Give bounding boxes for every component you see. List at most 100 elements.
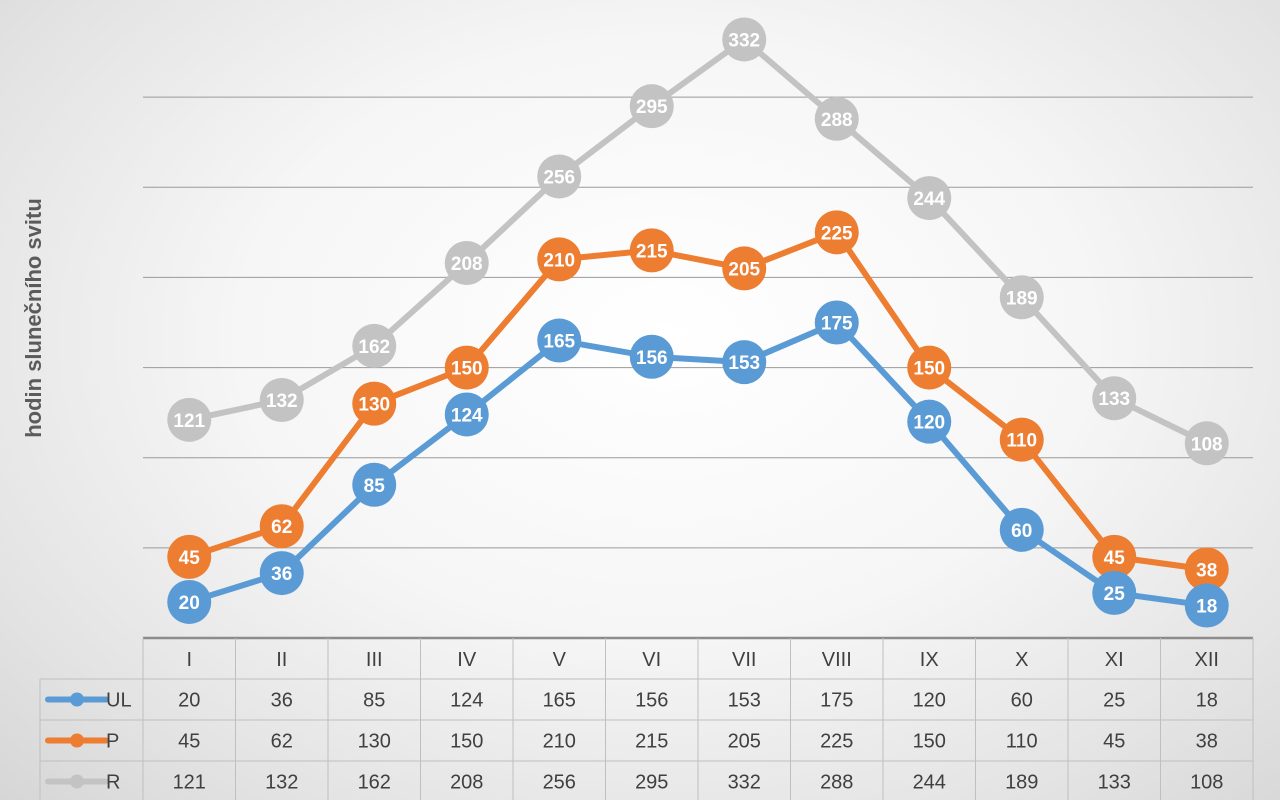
data-point-ul: 36 <box>259 551 304 596</box>
category-label: VI <box>642 649 661 671</box>
data-label: 25 <box>1104 584 1126 605</box>
point-marker <box>537 318 582 363</box>
table-cell: 288 <box>820 772 853 794</box>
data-point-ul: 60 <box>999 507 1044 552</box>
data-label: 36 <box>271 564 292 585</box>
table-cell: 175 <box>820 690 853 712</box>
data-point-p: 205 <box>722 246 767 291</box>
table-cell: 85 <box>363 690 385 712</box>
data-point-ul: 156 <box>629 334 674 379</box>
point-marker <box>167 397 212 442</box>
data-point-r: 256 <box>537 154 582 199</box>
data-label: 45 <box>179 548 201 569</box>
data-point-p: 45 <box>1092 534 1137 579</box>
point-marker <box>444 345 489 390</box>
point-marker <box>999 417 1044 462</box>
table-cell: 124 <box>450 690 483 712</box>
point-marker <box>814 96 859 141</box>
legend-marker <box>70 774 84 789</box>
point-marker <box>352 462 397 507</box>
table-cell: 215 <box>635 731 668 753</box>
point-marker <box>722 17 767 62</box>
point-marker <box>814 210 859 255</box>
point-marker <box>1184 421 1229 466</box>
data-point-r: 108 <box>1184 421 1229 466</box>
data-point-p: 150 <box>907 345 952 390</box>
point-marker <box>537 154 582 199</box>
table-cell: 62 <box>271 731 293 753</box>
point-marker <box>352 323 397 368</box>
point-marker <box>167 534 212 579</box>
data-label: 244 <box>913 189 945 210</box>
category-label: I <box>186 649 192 671</box>
category-label: IX <box>920 649 939 671</box>
table-cell: 225 <box>820 731 853 753</box>
point-marker <box>907 399 952 444</box>
data-label: 121 <box>173 411 205 432</box>
point-marker <box>999 275 1044 320</box>
table-cell: 205 <box>728 731 761 753</box>
point-marker <box>1092 376 1137 421</box>
table-cell: 45 <box>1103 731 1125 753</box>
table-cell: 18 <box>1196 690 1218 712</box>
table-cell: 130 <box>358 731 391 753</box>
data-point-ul: 20 <box>167 579 212 624</box>
data-point-p: 38 <box>1184 547 1229 592</box>
legend-marker <box>70 733 84 748</box>
category-label: X <box>1015 649 1028 671</box>
data-label: 162 <box>358 337 390 358</box>
point-marker <box>167 579 212 624</box>
data-point-r: 295 <box>629 84 674 129</box>
table-cell: 162 <box>358 772 391 794</box>
legend-key-r: R <box>45 772 120 794</box>
table-cell: 133 <box>1098 772 1131 794</box>
data-label: 332 <box>728 30 760 51</box>
data-point-r: 332 <box>722 17 767 62</box>
point-marker <box>352 381 397 426</box>
data-label: 205 <box>728 259 760 280</box>
category-label: VII <box>732 649 756 671</box>
data-label: 38 <box>1196 560 1217 581</box>
data-label: 18 <box>1196 597 1217 618</box>
table-cell: 150 <box>450 731 483 753</box>
data-label: 225 <box>821 223 853 244</box>
data-label: 165 <box>543 332 575 353</box>
table-cell: 108 <box>1190 772 1223 794</box>
data-label: 108 <box>1191 434 1223 455</box>
data-label: 62 <box>271 517 292 538</box>
series-line-p <box>186 229 1210 573</box>
point-marker <box>907 176 952 221</box>
data-point-ul: 175 <box>814 300 859 345</box>
point-marker <box>259 378 304 423</box>
data-label: 120 <box>913 413 945 434</box>
data-label: 85 <box>364 476 386 497</box>
point-marker <box>999 507 1044 552</box>
data-label: 132 <box>266 391 298 412</box>
data-label: 150 <box>451 359 483 380</box>
table-cell: 256 <box>543 772 576 794</box>
table-cell: 208 <box>450 772 483 794</box>
data-point-p: 110 <box>999 417 1044 462</box>
data-label: 153 <box>728 353 760 374</box>
data-point-p: 225 <box>814 210 859 255</box>
series-line-r <box>186 36 1210 447</box>
table-cell: 38 <box>1196 731 1218 753</box>
category-label: V <box>553 649 567 671</box>
table-cell: 120 <box>913 690 946 712</box>
legend-label: R <box>106 772 120 794</box>
legend-key-ul: UL <box>45 690 132 712</box>
data-label: 175 <box>821 314 853 335</box>
point-marker <box>722 340 767 385</box>
data-point-p: 45 <box>167 534 212 579</box>
data-label: 110 <box>1006 431 1037 452</box>
table-cell: 25 <box>1103 690 1125 712</box>
point-marker <box>907 345 952 390</box>
table-cell: 150 <box>913 731 946 753</box>
point-marker <box>259 504 304 549</box>
table-cell: 121 <box>173 772 206 794</box>
data-point-r: 121 <box>167 397 212 442</box>
data-label: 288 <box>821 110 853 131</box>
table-cell: 189 <box>1005 772 1038 794</box>
legend-label: UL <box>106 690 132 712</box>
